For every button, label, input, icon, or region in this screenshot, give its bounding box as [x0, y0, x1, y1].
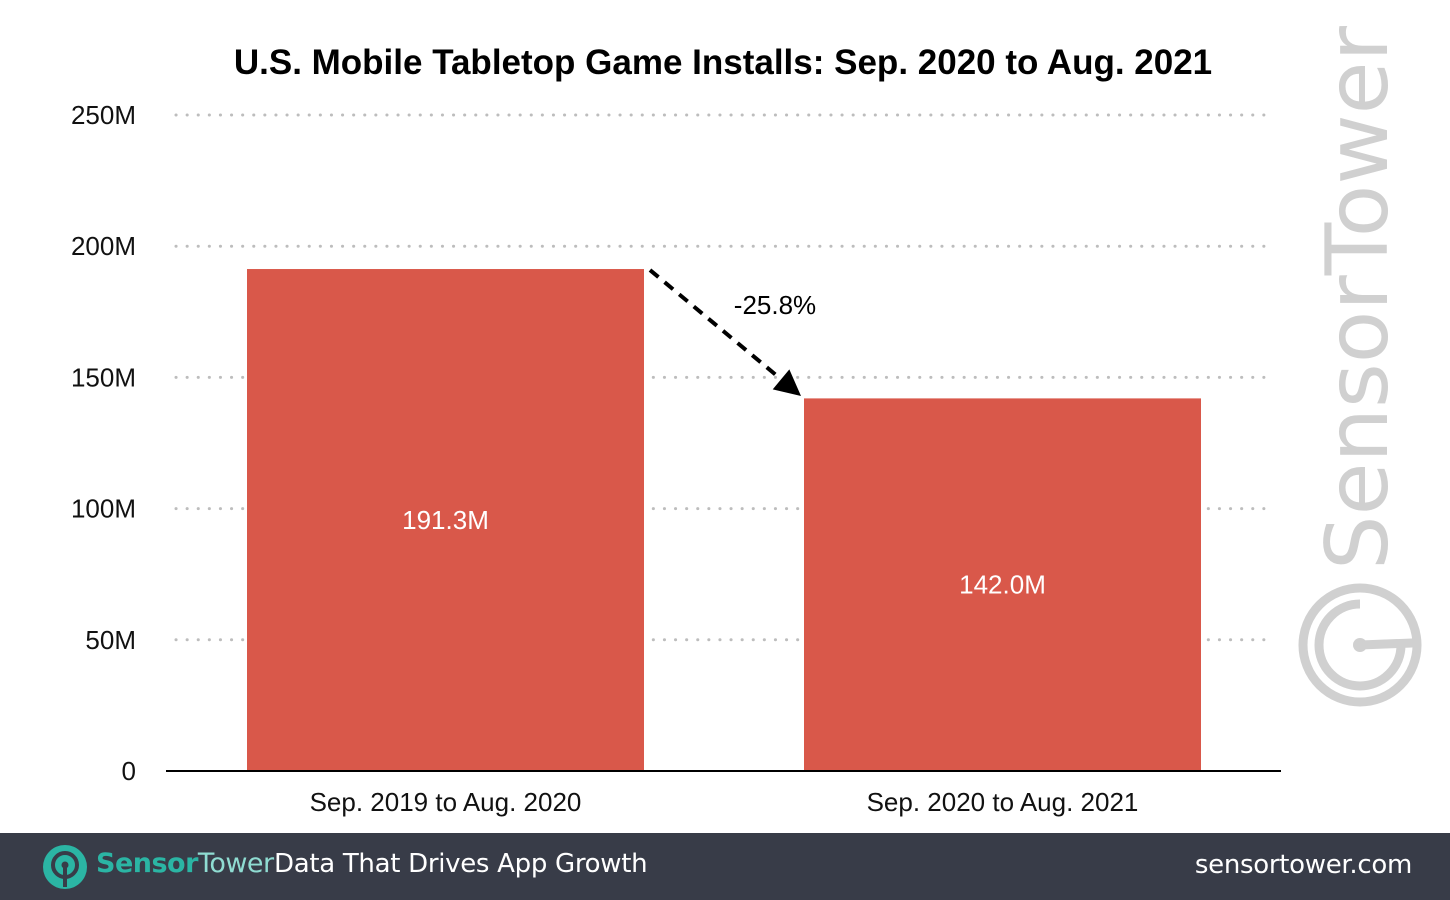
x-axis-labels: Sep. 2019 to Aug. 2020 Sep. 2020 to Aug. …	[310, 787, 1139, 817]
chart-title: U.S. Mobile Tabletop Game Installs: Sep.…	[234, 43, 1212, 82]
bar	[804, 398, 1201, 771]
footer-website-link[interactable]: sensortower.com	[1194, 850, 1412, 880]
change-arrow-line	[648, 268, 784, 382]
brand-tower: Tower	[197, 848, 274, 879]
watermark-text: SensorTower	[1308, 25, 1408, 570]
bar	[247, 269, 644, 771]
y-tick-label: 250M	[71, 100, 136, 130]
y-tick-label: 100M	[71, 494, 136, 524]
change-annotation: -25.8%	[648, 268, 816, 396]
y-tick-label: 0	[122, 756, 136, 786]
footer-tagline: Data That Drives App Growth	[274, 849, 648, 879]
footer-bar: SensorTower Data That Drives App Growth …	[0, 833, 1450, 900]
bar-data-label: 142.0M	[959, 570, 1046, 600]
change-percent-label: -25.8%	[734, 290, 816, 320]
y-tick-label: 50M	[85, 625, 136, 655]
change-arrowhead-icon	[772, 369, 801, 396]
bar-data-label: 191.3M	[402, 505, 489, 535]
bars: 191.3M 142.0M	[247, 269, 1201, 771]
x-tick-label: Sep. 2019 to Aug. 2020	[310, 787, 582, 817]
sensortower-logo-icon	[43, 845, 87, 889]
footer-brand: SensorTower	[96, 848, 274, 879]
bar-chart: U.S. Mobile Tabletop Game Installs: Sep.…	[71, 25, 1422, 817]
brand-sensor: Sensor	[96, 848, 198, 879]
x-tick-label: Sep. 2020 to Aug. 2021	[867, 787, 1139, 817]
sensortower-watermark: SensorTower	[1298, 25, 1422, 707]
sensortower-watermark-logo-icon	[1298, 583, 1422, 707]
y-axis-ticks: 0 50M 100M 150M 200M 250M	[71, 100, 136, 786]
y-tick-label: 150M	[71, 362, 136, 392]
y-tick-label: 200M	[71, 231, 136, 261]
